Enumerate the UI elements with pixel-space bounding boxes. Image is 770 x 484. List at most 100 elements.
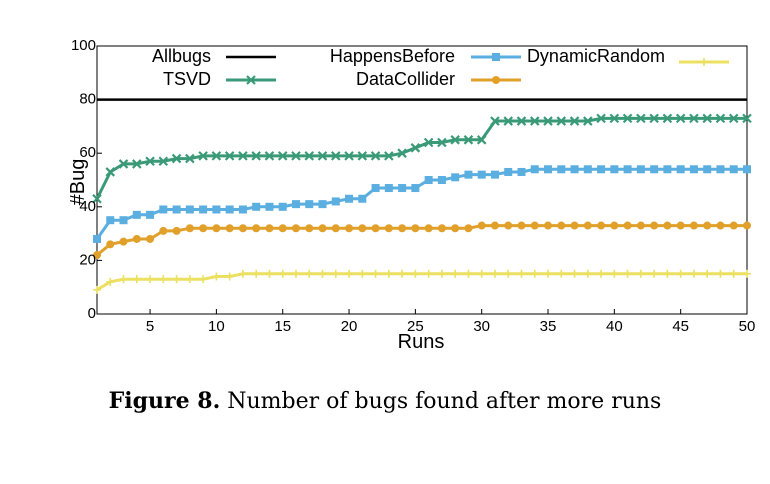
y-tick-label: 40 [79,198,96,215]
data-point-datacollider [252,224,261,233]
data-point-tsvd [556,116,567,126]
legend-label-happensbefore: HappensBefore [330,46,455,66]
data-point-datacollider [238,224,247,233]
y-tick-label: 60 [79,144,96,161]
data-point-dynamicrandom [544,269,553,278]
data-point-dynamicrandom [305,269,314,278]
data-point-happensbefore [716,165,725,174]
data-point-datacollider [291,224,300,233]
data-point-dynamicrandom [318,269,327,278]
data-point-datacollider [650,221,659,230]
legend-label-allbugs: Allbugs [152,46,211,66]
data-point-tsvd [132,159,142,169]
data-point-datacollider [172,226,181,235]
data-point-dynamicrandom [212,272,221,281]
legend-marker-happensbefore [492,53,500,61]
data-point-dynamicrandom [146,275,155,284]
data-point-tsvd [105,167,116,177]
data-point-tsvd [171,153,182,164]
data-point-dynamicrandom [238,269,247,278]
data-point-tsvd [423,137,434,148]
data-point-dynamicrandom [252,269,261,278]
data-point-happensbefore [650,165,659,174]
data-point-happensbefore [663,165,672,174]
data-point-datacollider [119,237,128,246]
data-point-dynamicrandom [225,272,234,281]
data-point-datacollider [597,221,606,230]
data-point-happensbefore [93,234,101,243]
series-layer [92,98,752,294]
data-point-datacollider [278,224,287,233]
data-point-datacollider [490,221,499,230]
data-point-tsvd [490,116,500,126]
x-tick-label: 20 [341,318,358,335]
data-point-happensbefore [517,167,526,176]
legend-marker-tsvd [246,75,256,85]
data-point-dynamicrandom [278,269,287,278]
line-chart: 5 10 15 20 25 30 35 40 45 50 0 20 40 60 80 100 Allbugs T… [67,37,755,353]
data-point-datacollider [106,240,115,249]
data-point-tsvd [317,151,328,161]
series-dynamicrandom [93,269,751,294]
data-point-happensbefore [411,184,420,193]
data-point-dynamicrandom [345,269,354,278]
data-point-tsvd [702,113,712,124]
data-point-tsvd [397,148,407,158]
legend-marker-datacollider [492,76,500,84]
data-point-dynamicrandom [172,275,181,284]
data-point-datacollider [517,221,526,230]
data-point-tsvd [529,116,540,126]
data-point-datacollider [437,224,446,233]
data-point-tsvd [437,137,447,148]
data-point-happensbefore [345,194,354,203]
data-point-happensbefore [225,205,234,214]
data-point-datacollider [530,221,539,230]
data-point-tsvd [742,113,752,124]
data-point-datacollider [676,221,685,230]
data-point-datacollider [411,224,420,233]
data-point-tsvd [543,116,553,126]
data-point-happensbefore [305,200,314,209]
data-point-datacollider [743,221,751,230]
data-point-dynamicrandom [106,277,115,286]
data-point-dynamicrandom [729,269,738,278]
data-point-dynamicrandom [411,269,420,278]
data-point-happensbefore [504,167,513,176]
data-point-happensbefore [252,202,261,211]
data-point-dynamicrandom [557,269,566,278]
caption-label: Figure 8. [108,388,221,414]
data-point-datacollider [689,221,698,230]
data-point-datacollider [305,224,314,233]
data-point-happensbefore [477,170,486,179]
data-point-dynamicrandom [689,269,698,278]
data-point-happensbefore [384,184,393,193]
y-axis-label: #Bug [67,159,89,206]
data-point-tsvd [357,151,368,161]
data-point-dynamicrandom [185,275,194,284]
data-point-dynamicrandom [371,269,380,278]
data-point-tsvd [450,135,460,145]
data-point-happensbefore [636,165,645,174]
data-point-dynamicrandom [159,275,168,284]
data-point-datacollider [225,224,234,233]
data-point-dynamicrandom [703,269,712,278]
series-tsvd [92,113,752,204]
data-point-happensbefore [238,205,247,214]
data-point-dynamicrandom [451,269,460,278]
data-point-tsvd [264,151,275,161]
data-point-datacollider [451,224,460,233]
data-point-tsvd [145,156,155,167]
data-point-tsvd [330,151,341,161]
data-point-datacollider [583,221,592,230]
data-point-tsvd [649,113,659,124]
data-point-datacollider [557,221,566,230]
data-point-happensbefore [610,165,619,174]
data-point-tsvd [370,151,381,161]
data-point-dynamicrandom [199,275,208,284]
data-point-happensbefore [265,202,274,211]
data-point-dynamicrandom [437,269,446,278]
data-point-tsvd [384,151,394,161]
data-point-happensbefore [172,205,181,214]
data-point-happensbefore [544,165,553,174]
data-point-happensbefore [146,210,155,219]
